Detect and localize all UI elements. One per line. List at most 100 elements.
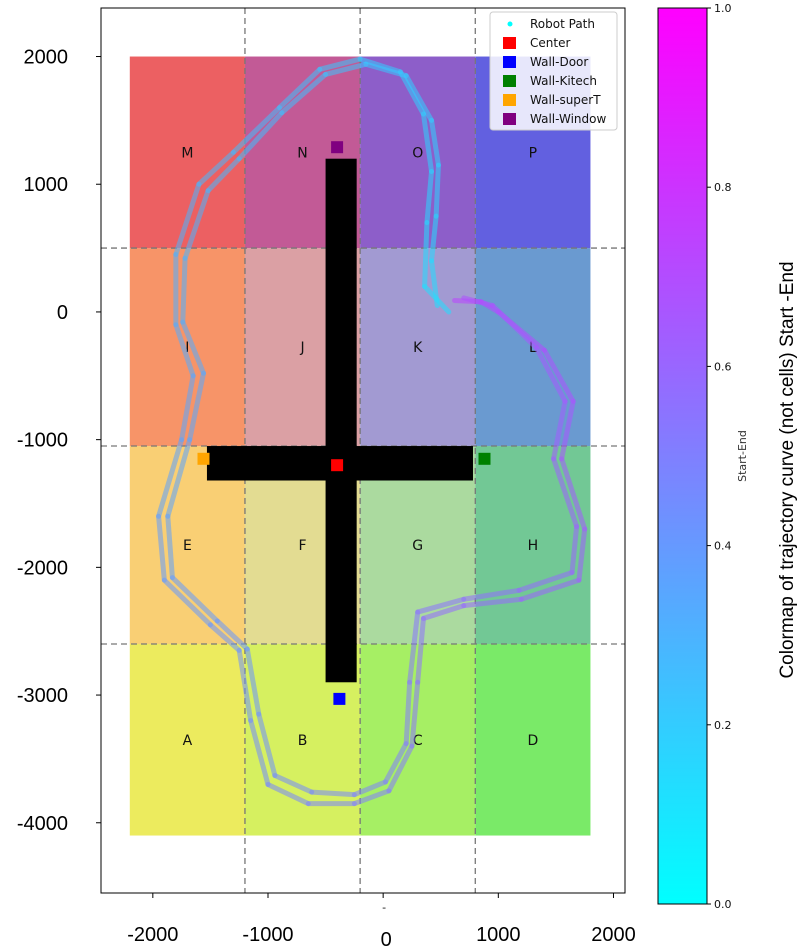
trajectory-1-segment	[386, 743, 415, 794]
marker-wall-kitech	[478, 452, 491, 465]
legend-label: Center	[530, 36, 570, 50]
trajectory-2-segment	[461, 587, 522, 602]
trajectory-1-segment	[265, 781, 311, 807]
y-tick-label: -4000	[17, 813, 68, 835]
cell-k	[360, 248, 476, 447]
x-tick-label: 2000	[591, 924, 636, 946]
trajectory-2-segment	[403, 679, 413, 747]
wall-markers	[197, 141, 491, 705]
marker-center	[331, 459, 344, 472]
cell-label-p: P	[529, 145, 537, 161]
cell-label-c: C	[413, 733, 423, 749]
marker-wall-window	[331, 141, 344, 154]
plot-frame	[100, 7, 626, 894]
x-divider-label: -	[382, 901, 386, 914]
cell-label-b: B	[298, 733, 308, 749]
legend-swatch	[503, 37, 516, 49]
cell-label-i: I	[185, 340, 189, 356]
legend: Robot Path Center Wall-Door Wall-Kitech Wall…	[489, 11, 618, 131]
trajectory-curves	[156, 56, 588, 807]
cell-label-h: H	[528, 538, 539, 554]
trajectory-2-segment	[429, 117, 441, 168]
trajectory-2-segment	[403, 73, 435, 123]
colorbar-title: Colormap of trajectory curve (not cells)…	[777, 261, 798, 678]
trajectory-2-segment	[429, 213, 439, 264]
colorbar-tick-label: 1.0	[714, 2, 732, 15]
legend-label: Robot Path	[530, 17, 595, 31]
cell-label-f: F	[299, 538, 307, 554]
cell-label-j: J	[299, 340, 304, 356]
trajectory-2-segment	[272, 773, 315, 795]
trajectory-1-segment	[576, 526, 588, 583]
trajectory-1-segment	[518, 577, 582, 602]
y-tick-label: -2000	[17, 557, 68, 579]
trajectory-1-segment	[230, 105, 283, 155]
legend-swatch	[503, 113, 516, 125]
colorbar-tick-label: 0.4	[714, 540, 732, 553]
trajectory-2-segment	[165, 513, 175, 581]
y-tick-label: 0	[57, 302, 68, 324]
trajectory-1-segment	[156, 513, 167, 583]
trajectory-1-segment	[420, 111, 435, 174]
colorbar-tick-label: 0.0	[714, 898, 732, 911]
trajectory-1-segment	[415, 615, 426, 685]
legend-label: Wall-superT	[530, 93, 601, 107]
legend-swatch	[503, 94, 516, 106]
trajectory-2-segment	[490, 303, 539, 351]
trajectory-1-segment	[409, 679, 421, 749]
trajectory-1-segment	[422, 220, 430, 289]
trajectory-2-segment	[433, 162, 441, 219]
x-tick-label: -2000	[127, 924, 178, 946]
x-tick-label: 0	[381, 929, 392, 951]
trajectory-2-segment	[363, 61, 409, 79]
cell-label-a: A	[183, 733, 193, 749]
trajectory-2-segment	[429, 258, 440, 309]
cell-label-d: D	[527, 733, 538, 749]
trajectory-1-segment	[236, 647, 254, 724]
trajectory-1-segment	[541, 347, 576, 404]
trajectory-2-segment	[516, 569, 575, 593]
legend-label: Wall-Door	[530, 55, 588, 69]
trajectory-1-segment	[161, 577, 213, 628]
trajectory-2-segment	[182, 188, 211, 261]
legend-box	[489, 11, 618, 131]
trajectory-1-segment	[397, 69, 426, 117]
trajectory-2-segment	[323, 61, 369, 77]
trajectory-1-segment	[156, 437, 185, 519]
obstacle-cross	[206, 158, 473, 683]
trajectory-1-segment	[351, 788, 392, 807]
trajectory-1-segment	[317, 56, 363, 72]
cell-label-l: L	[529, 340, 537, 356]
colorbar-tick-label: 0.2	[714, 719, 732, 732]
trajectory-2-segment	[187, 370, 206, 443]
cell-label-k: K	[413, 340, 423, 356]
trajectory-1-segment	[173, 322, 196, 379]
trajectory-1-segment	[559, 456, 588, 532]
colorbar-tick-label: 0.8	[714, 181, 732, 194]
x-tick-label: 1000	[476, 924, 521, 946]
trajectory-2-segment	[533, 345, 568, 404]
trajectory-1-segment	[207, 622, 242, 653]
trajectory-1-segment	[424, 168, 435, 226]
trajectory-2-segment	[415, 596, 467, 615]
x-tick-label: -1000	[242, 924, 293, 946]
y-tick-label: 2000	[24, 47, 69, 69]
trajectory-2-segment	[551, 398, 568, 462]
trajectory-2-segment	[180, 255, 188, 325]
colorbar-tick-label: 0.6	[714, 360, 732, 373]
trajectory-2-segment	[569, 523, 580, 575]
cell-o	[360, 56, 476, 249]
trajectory-2-segment	[205, 156, 242, 194]
trajectory-2-segment	[407, 609, 421, 685]
cell-d	[475, 643, 591, 836]
trajectory-2-segment	[279, 71, 329, 116]
obstacle-vertical-bar	[325, 158, 357, 683]
y-tick-label: -1000	[17, 430, 68, 452]
colorbar-gradient	[657, 7, 708, 905]
trajectory-2-segment	[169, 575, 220, 624]
trajectory-2-segment	[165, 437, 193, 519]
legend-label: Wall-Window	[530, 112, 606, 126]
trajectory-1-segment	[248, 718, 271, 787]
